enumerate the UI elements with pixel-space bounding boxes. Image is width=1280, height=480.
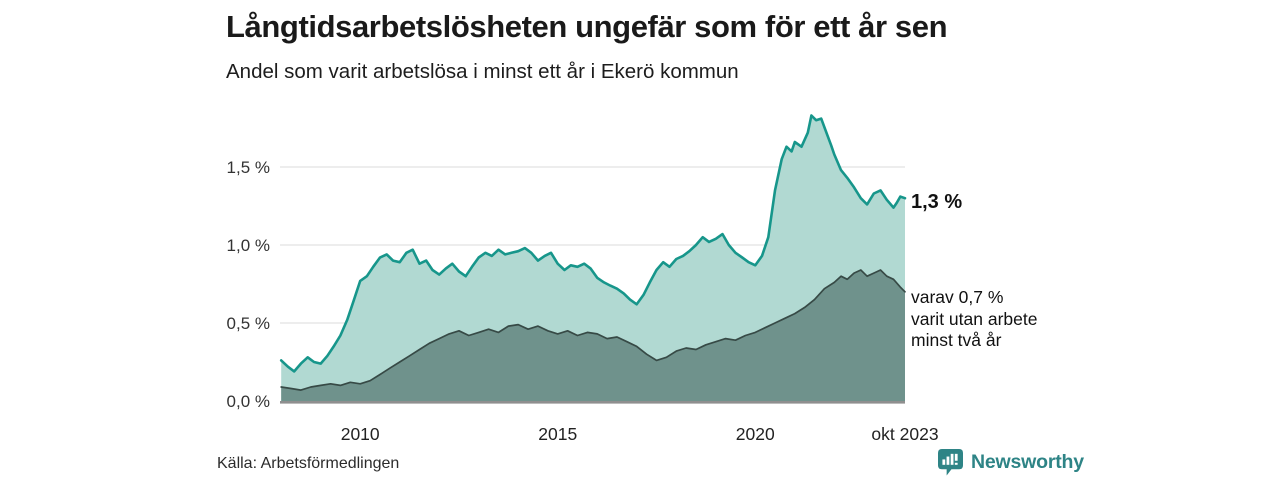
y-tick-label: 0,0 % — [227, 392, 270, 411]
x-tick-label: 2010 — [341, 424, 380, 444]
newsworthy-bars-icon — [938, 449, 963, 476]
x-tick-label: 2015 — [538, 424, 577, 444]
page-title: Långtidsarbetslösheten ungefär som för e… — [226, 9, 948, 44]
line-two-years — [280, 269, 906, 391]
page-subtitle: Andel som varit arbetslösa i minst ett å… — [226, 60, 739, 83]
annotation-two-years: varav 0,7 % varit utan arbete minst två … — [911, 287, 1037, 352]
y-tick-label: 0,5 % — [227, 314, 270, 333]
x-axis-line — [280, 401, 905, 404]
newsworthy-logo[interactable]: Newsworthy — [938, 449, 1084, 476]
newsworthy-logo-text: Newsworthy — [971, 451, 1084, 473]
annotation-two-years-line1: varav 0,7 % — [911, 287, 1004, 307]
y-tick-label: 1,5 % — [227, 158, 270, 177]
source-label: Källa: Arbetsförmedlingen — [217, 455, 400, 472]
annotation-latest-total: 1,3 % — [911, 191, 963, 213]
area-two-years — [281, 270, 905, 401]
area-total — [281, 115, 905, 401]
annotation-two-years-line2: varit utan arbete — [911, 308, 1038, 329]
annotation-two-years-line3: minst två år — [911, 330, 1002, 350]
y-tick-label: 1,0 % — [227, 236, 270, 255]
x-tick-label: okt 2023 — [871, 424, 938, 444]
line-total — [279, 114, 907, 373]
x-tick-label: 2020 — [736, 424, 775, 444]
